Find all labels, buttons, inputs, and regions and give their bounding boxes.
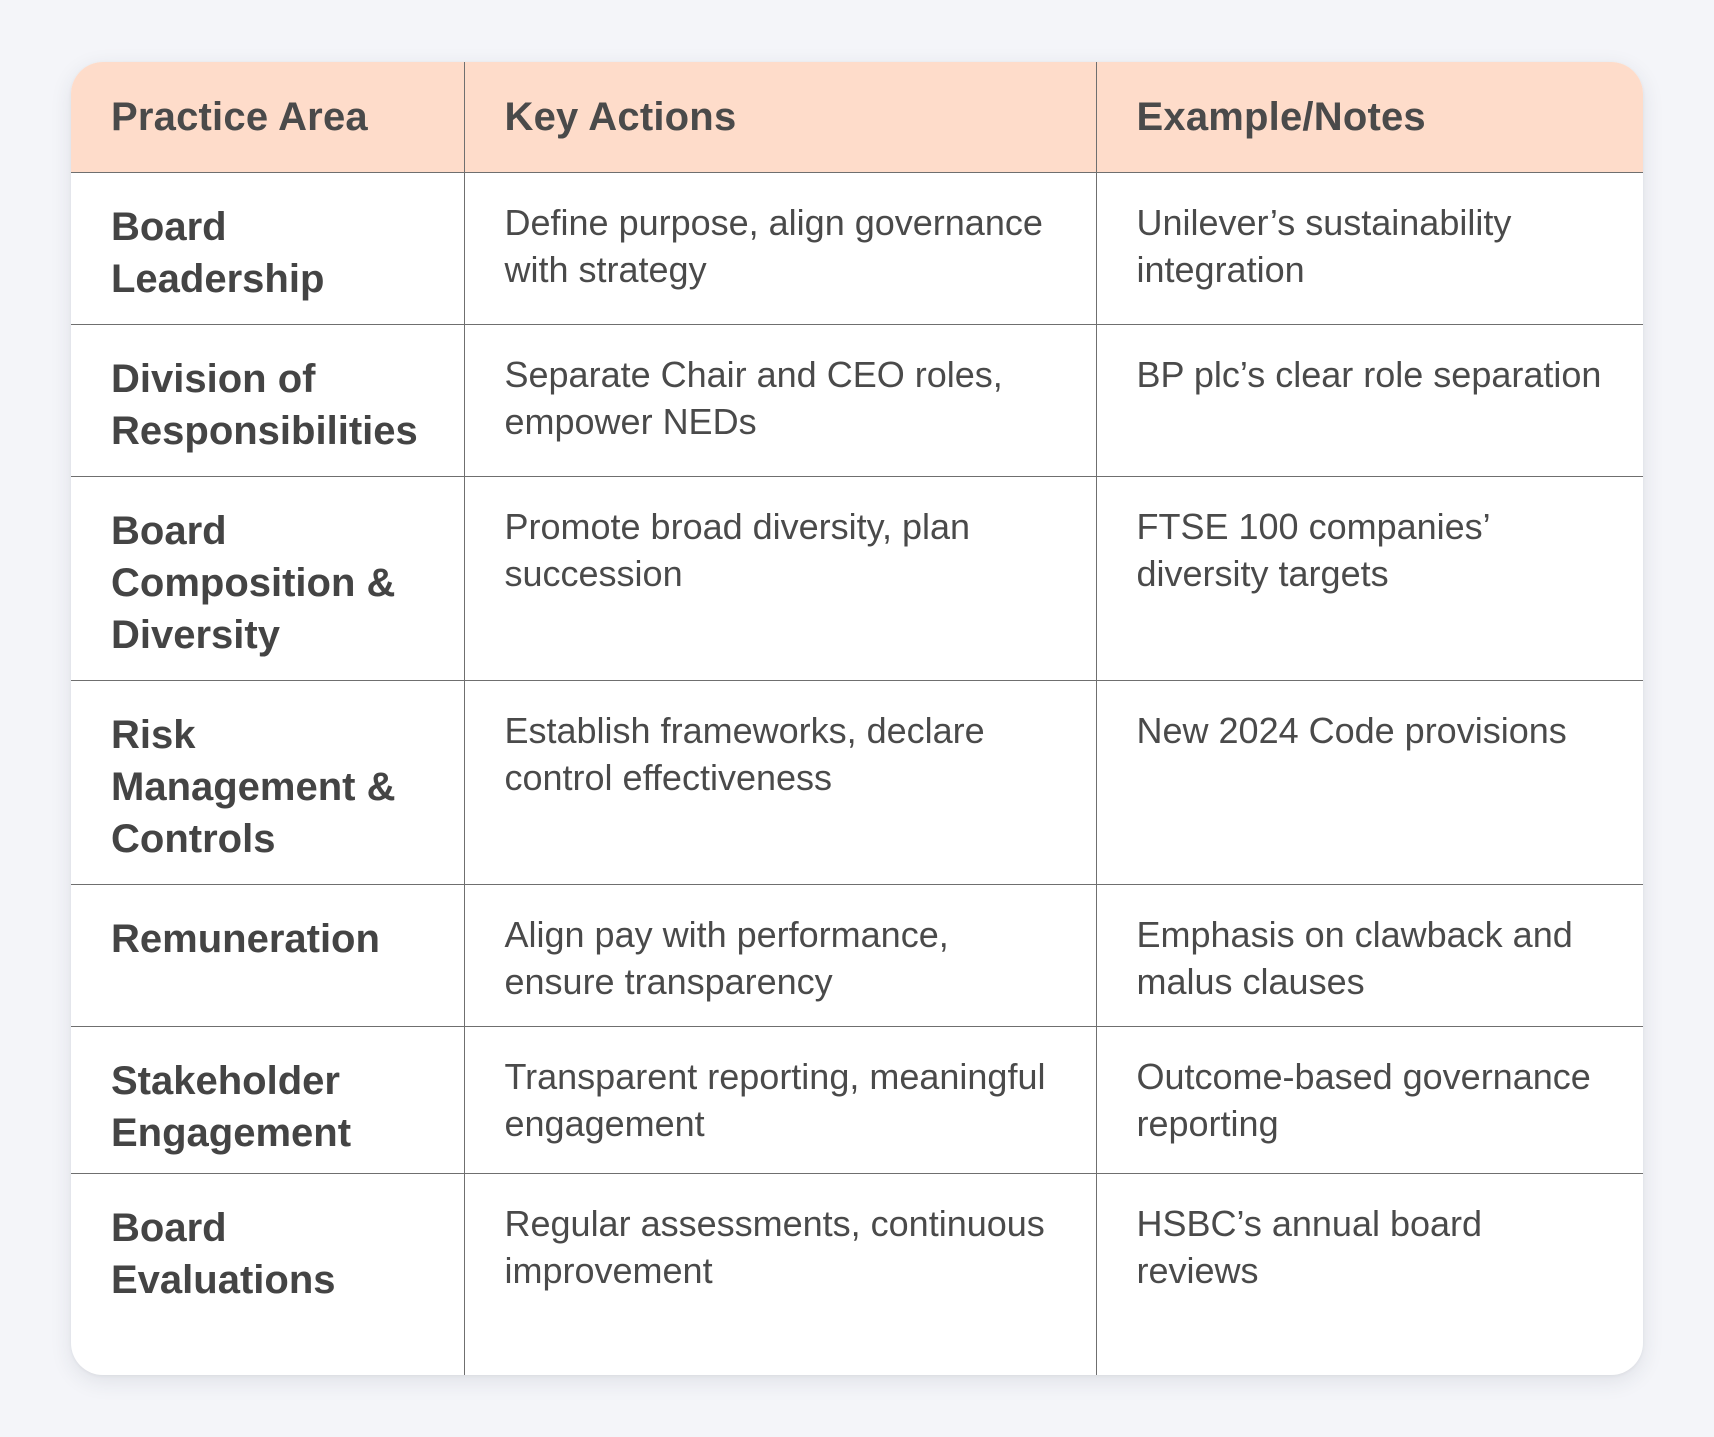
key-actions-cell: Transparent reporting, meaningful engage… [464, 1026, 1097, 1174]
header-example-notes: Example/Notes [1096, 62, 1643, 173]
key-actions-cell: Separate Chair and CEO roles, empower NE… [464, 324, 1097, 477]
practice-area-cell: Board Leadership [71, 172, 465, 325]
table-row: Division of Responsibilities Separate Ch… [71, 324, 1643, 477]
governance-practices-table: Practice Area Key Actions Example/Notes … [71, 62, 1643, 1375]
table-row: Remuneration Align pay with performance,… [71, 884, 1643, 1027]
practice-area-cell: Remuneration [71, 884, 465, 1027]
example-notes-cell: Outcome-based governance reporting [1096, 1026, 1643, 1174]
governance-table-card: Practice Area Key Actions Example/Notes … [71, 62, 1643, 1375]
key-actions-cell: Define purpose, align governance with st… [464, 172, 1097, 325]
practice-area-cell: Board Evaluations [71, 1173, 465, 1375]
header-key-actions: Key Actions [464, 62, 1097, 173]
example-notes-cell: HSBC’s annual board reviews [1136, 1203, 1483, 1291]
table-row: Board Leadership Define purpose, align g… [71, 172, 1643, 325]
key-actions-cell: Promote broad diversity, plan succession [464, 476, 1097, 681]
table-row: Stakeholder Engagement Transparent repor… [71, 1026, 1643, 1174]
example-notes-cell: New 2024 Code provisions [1096, 680, 1643, 885]
table-body: Board Leadership Define purpose, align g… [71, 172, 1643, 1375]
header-practice-area: Practice Area [71, 62, 465, 173]
example-notes-cell: Unilever’s sustainability integration [1096, 172, 1643, 325]
header-row: Practice Area Key Actions Example/Notes [71, 62, 1643, 173]
example-notes-cell: Emphasis on clawback and malus clauses [1096, 884, 1643, 1027]
table-row: Board Evaluations Regular assessments, c… [71, 1173, 1643, 1375]
practice-area-cell: Board Composition & Diversity [71, 476, 465, 681]
practice-area-cell: Division of Responsibilities [71, 324, 465, 477]
table-row: Board Composition & Diversity Promote br… [71, 476, 1643, 681]
key-actions-cell: Regular assessments, continuous improvem… [464, 1173, 1097, 1375]
practice-area-cell: Risk Management & Controls [71, 680, 465, 885]
key-actions-cell: Establish frameworks, declare control ef… [464, 680, 1097, 885]
practice-area-cell: Stakeholder Engagement [71, 1026, 465, 1174]
table-row: Risk Management & Controls Establish fra… [71, 680, 1643, 885]
table-header: Practice Area Key Actions Example/Notes [71, 62, 1643, 173]
example-notes-cell: FTSE 100 companies’ diversity targets [1096, 476, 1643, 681]
example-notes-cell: BP plc’s clear role separation [1096, 324, 1643, 477]
key-actions-cell: Align pay with performance, ensure trans… [464, 884, 1097, 1027]
